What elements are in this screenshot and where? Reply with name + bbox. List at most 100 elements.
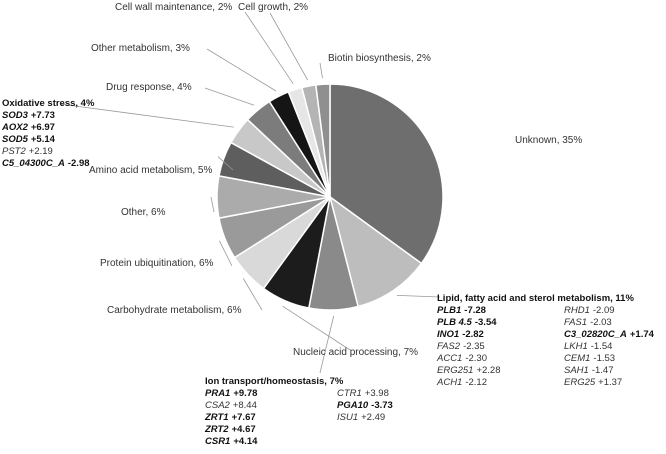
fold-change-value: -3.54 xyxy=(474,317,497,328)
gene-name: CEM1 xyxy=(564,353,591,364)
oxidative-stress-annotation: Oxidative stress, 4% SOD3 +7.73 AOX2 +6.97 S… xyxy=(2,98,94,170)
gene-name: ZRT1 xyxy=(205,412,229,423)
fold-change-value: -7.28 xyxy=(464,305,486,316)
gene-entry: SOD5 +5.14 xyxy=(2,134,94,146)
pie-slice xyxy=(315,83,331,198)
gene-name: ERG251 xyxy=(437,365,474,376)
gene-entry: ZRT2 +4.67 xyxy=(205,424,337,436)
slice-label: Cell wall maintenance, 2% xyxy=(115,2,232,13)
slice-labels: Unknown, 35% Nucleic acid processing, 7% C… xyxy=(89,2,582,358)
gene-entry: SOD3 +7.73 xyxy=(2,110,94,122)
ion-transport-header: Ion transport/homeostasis, 7% xyxy=(205,376,344,387)
gene-name: INO1 xyxy=(437,329,460,340)
gene-name: AOX2 xyxy=(2,122,28,133)
gene-entry: SAH1 -1.47 xyxy=(564,365,654,377)
gene-entry: CTR1 +3.98 xyxy=(337,388,393,400)
fold-change-value: +2.28 xyxy=(476,365,501,376)
slice-label: Drug response, 4% xyxy=(106,82,192,93)
gene-name: CSR1 xyxy=(205,436,231,447)
gene-entry: FAS2 -2.35 xyxy=(437,341,564,353)
fold-change-value: +1.37 xyxy=(598,377,623,388)
fold-change-value: +1.74 xyxy=(629,329,654,340)
fold-change-value: -2.98 xyxy=(67,158,90,169)
gene-name: ISU1 xyxy=(337,412,359,423)
leader-line xyxy=(244,11,294,85)
gene-entry: ZRT1 +7.67 xyxy=(205,412,337,424)
slice-label: Other metabolism, 3% xyxy=(91,43,190,54)
fold-change-value: -2.35 xyxy=(463,341,485,352)
gene-entry: ACC1 -2.30 xyxy=(437,353,564,365)
gene-name: PLB1 xyxy=(437,305,462,316)
leader-line xyxy=(217,156,234,171)
oxidative-stress-genes: SOD3 +7.73 AOX2 +6.97 SOD5 +5.14 PST2 +2.19 C5_0… xyxy=(2,110,94,170)
gene-name: FAS2 xyxy=(437,341,461,352)
fold-change-value: -1.53 xyxy=(593,353,616,364)
fold-change-value: +4.67 xyxy=(231,424,256,435)
gene-name: LKH1 xyxy=(564,341,588,352)
leader-line xyxy=(210,196,215,213)
fold-change-value: +3.98 xyxy=(364,388,389,399)
gene-entry: PLB1 -7.28 xyxy=(437,305,564,317)
leader-line xyxy=(319,315,335,374)
fold-change-value: +5.14 xyxy=(30,134,55,145)
gene-entry: PST2 +2.19 xyxy=(2,146,94,158)
gene-entry: ACH1 -2.12 xyxy=(437,377,564,389)
fold-change-value: -1.47 xyxy=(591,365,614,376)
gene-name: SOD5 xyxy=(2,134,28,145)
fold-change-value: +7.73 xyxy=(30,110,55,121)
lipid-metabolism-header: Lipid, fatty acid and sterol metabolism,… xyxy=(437,293,634,304)
ion-transport-annotation: Ion transport/homeostasis, 7% PRA1 +9.78 C… xyxy=(205,376,393,448)
lipid-metabolism-annotation: Lipid, fatty acid and sterol metabolism,… xyxy=(437,293,654,389)
gene-entry: ERG251 +2.28 xyxy=(437,365,564,377)
gene-entry: CEM1 -1.53 xyxy=(564,353,654,365)
slice-label: Other, 6% xyxy=(121,207,166,218)
fold-change-value: +8.44 xyxy=(232,400,257,411)
gene-name: CTR1 xyxy=(337,388,362,399)
gene-name: FAS1 xyxy=(564,317,588,328)
gene-name: ACC1 xyxy=(437,353,463,364)
slice-label: Protein ubiquitination, 6% xyxy=(100,258,214,269)
gene-entry: RHD1 -2.09 xyxy=(564,305,654,317)
leader-line xyxy=(396,295,441,298)
slice-label: Unknown, 35% xyxy=(515,135,582,146)
fold-change-value: -1.54 xyxy=(590,341,613,352)
fold-change-value: -2.12 xyxy=(465,377,487,388)
gene-entry: CSA2 +8.44 xyxy=(205,400,337,412)
gene-entry: C5_04300C_A -2.98 xyxy=(2,158,94,170)
fold-change-value: +9.78 xyxy=(233,388,258,399)
gene-entry: ERG25 +1.37 xyxy=(564,377,654,389)
leader-line xyxy=(206,48,277,92)
gene-name: SAH1 xyxy=(564,365,589,376)
fold-change-value: +2.49 xyxy=(361,412,386,423)
slice-label: Nucleic acid processing, 7% xyxy=(293,347,418,358)
ion-genes-left: PRA1 +9.78 CSA2 +8.44 ZRT1 +7.67 ZRT2 +4.67 CSR1… xyxy=(205,388,337,448)
gene-name: RHD1 xyxy=(564,305,590,316)
leader-line xyxy=(269,12,309,81)
gene-name: ERG25 xyxy=(564,377,596,388)
gene-name: ZRT2 xyxy=(205,424,229,435)
lipid-genes-right: RHD1 -2.09 FAS1 -2.03 C3_02820C_A +1.74 LKH1 -1… xyxy=(564,305,654,389)
fold-change-value: +2.19 xyxy=(28,146,53,157)
leader-line xyxy=(319,62,323,79)
fold-change-value: -2.09 xyxy=(592,305,615,316)
pie-slices xyxy=(216,83,444,311)
gene-name: PRA1 xyxy=(205,388,231,399)
leader-line xyxy=(219,240,233,267)
fold-change-value: -2.82 xyxy=(462,329,484,340)
gene-name: C3_02820C_A xyxy=(564,329,627,340)
fold-change-value: +6.97 xyxy=(30,122,55,133)
ion-genes-right: CTR1 +3.98 PGA10 -3.73 ISU1 +2.49 xyxy=(337,388,393,448)
gene-entry: INO1 -2.82 xyxy=(437,329,564,341)
slice-label: Cell growth, 2% xyxy=(238,2,308,13)
lipid-genes-left: PLB1 -7.28 PLB 4.5 -3.54 INO1 -2.82 FAS2 -2.35 A… xyxy=(437,305,564,389)
gene-entry: PGA10 -3.73 xyxy=(337,400,393,412)
gene-name: PLB 4.5 xyxy=(437,317,472,328)
fold-change-value: +4.14 xyxy=(233,436,258,447)
leader-lines xyxy=(59,11,441,374)
gene-name: CSA2 xyxy=(205,400,230,411)
gene-name: ACH1 xyxy=(437,377,463,388)
pie-slice xyxy=(329,83,444,265)
gene-entry: FAS1 -2.03 xyxy=(564,317,654,329)
gene-entry: CSR1 +4.14 xyxy=(205,436,337,448)
